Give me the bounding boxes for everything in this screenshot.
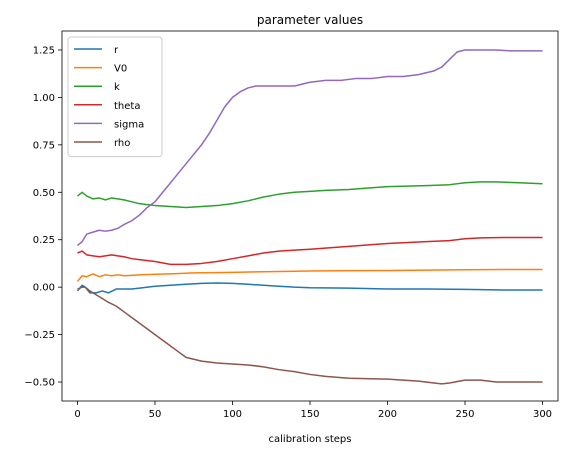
y-tick-label: 0.75 xyxy=(33,140,55,151)
y-tick-label: −0.25 xyxy=(24,330,55,341)
x-tick-label: 0 xyxy=(74,409,80,420)
series-line-k xyxy=(77,181,543,209)
legend-label-r: r xyxy=(114,45,119,56)
x-tick-label: 250 xyxy=(455,409,474,420)
x-axis: 0 50 100 150 200 250 300 xyxy=(74,401,552,420)
series-line-theta xyxy=(77,236,543,266)
x-tick-label: 50 xyxy=(149,409,162,420)
legend-label-sigma: sigma xyxy=(114,119,144,130)
legend-label-theta: theta xyxy=(114,101,140,112)
series-line-rho xyxy=(77,286,543,385)
x-tick-label: 150 xyxy=(300,409,319,420)
legend: r V0 k theta sigma rho xyxy=(67,36,163,158)
series-line-r xyxy=(76,282,543,294)
x-tick-label: 200 xyxy=(378,409,397,420)
x-axis-label: calibration steps xyxy=(269,434,352,445)
y-tick-label: 1.00 xyxy=(33,93,55,104)
x-tick-label: 300 xyxy=(533,409,552,420)
series-line-sigma xyxy=(77,49,543,246)
y-axis: −0.50 −0.25 0.00 0.25 0.50 0.75 1.00 1.25 xyxy=(24,45,62,389)
series-line-V0 xyxy=(76,268,543,282)
legend-label-k: k xyxy=(114,82,120,93)
y-tick-label: 1.25 xyxy=(33,45,55,56)
y-tick-label: 0.25 xyxy=(33,235,55,246)
legend-label-V0: V0 xyxy=(114,64,127,75)
y-tick-label: 0.50 xyxy=(33,188,55,199)
y-tick-label: 0.00 xyxy=(33,283,55,294)
legend-label-rho: rho xyxy=(114,138,130,149)
series-layer xyxy=(76,49,543,385)
chart-title: parameter values xyxy=(257,13,363,27)
y-tick-label: −0.50 xyxy=(24,378,55,389)
x-tick-label: 100 xyxy=(223,409,242,420)
